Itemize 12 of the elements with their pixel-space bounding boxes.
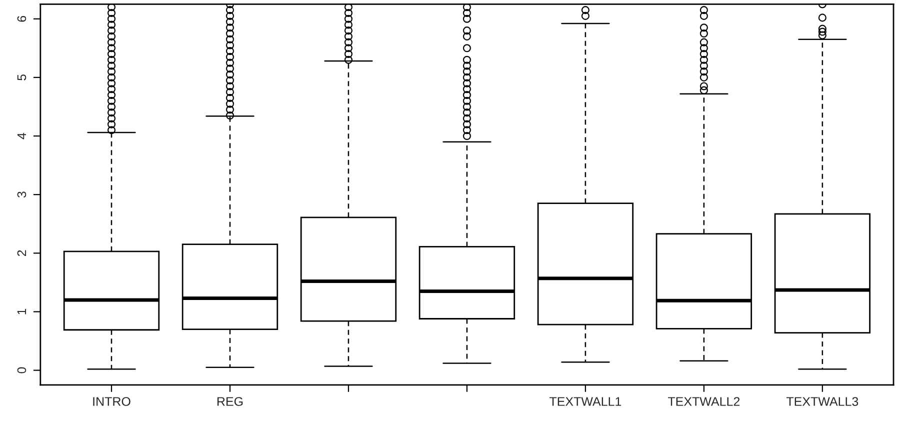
y-tick-label: 3 [17,192,26,198]
x-tick-label: TEXTWALL2 [668,397,740,406]
y-tick-label: 0 [17,367,26,374]
y-tick-label: 2 [17,250,26,256]
y-tick-label: 1 [17,308,26,314]
y-tick-label: 4 [17,132,26,140]
x-tick-label: TEXTWALL1 [549,397,622,406]
x-tick-label: INTRO [93,397,130,406]
y-tick-label: 5 [17,74,26,80]
x-tick-label: REG [217,397,243,406]
y-tick-label: 6 [17,16,26,22]
x-tick-label: TEXTWALL3 [786,397,858,406]
